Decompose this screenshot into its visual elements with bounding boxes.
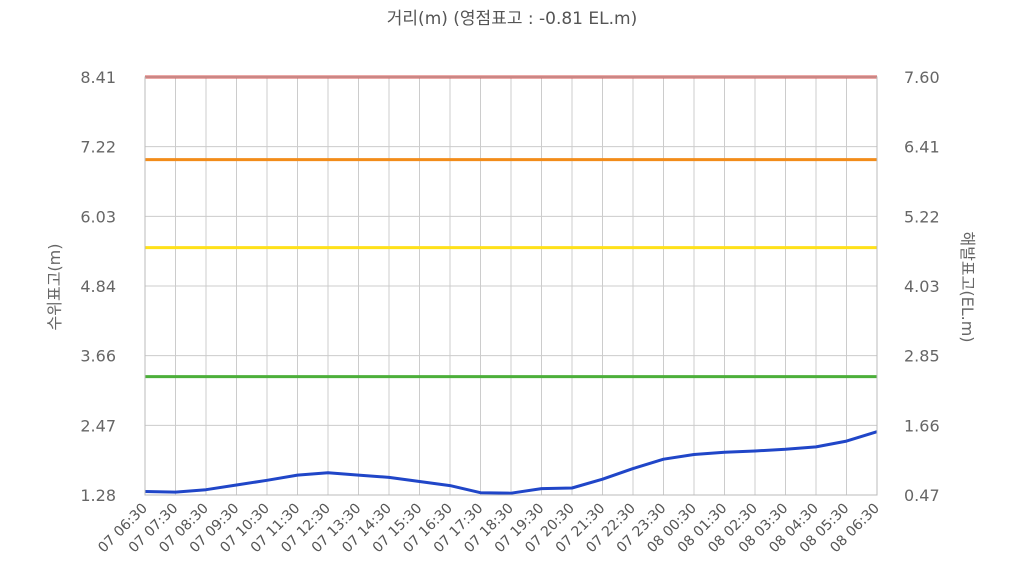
y-tick-label-right: 7.60 — [904, 68, 940, 87]
y-tick-label-left: 6.03 — [80, 207, 116, 226]
y-tick-label-right: 4.03 — [904, 277, 940, 296]
series-line-water-level — [144, 430, 878, 495]
y-tick-label-left: 2.47 — [80, 416, 116, 435]
y-tick-label-right: 2.85 — [904, 347, 940, 366]
y-tick-label-right: 5.22 — [904, 207, 940, 226]
y-axis-label-right: 해발표고(EL.m) — [958, 231, 977, 342]
y-tick-label-left: 1.28 — [80, 486, 116, 505]
grid — [144, 76, 878, 496]
y-tick-label-right: 6.41 — [904, 138, 940, 157]
y-tick-label-left: 3.66 — [80, 347, 116, 366]
left-axis-ticks: 8.41 7.22 6.03 4.84 3.66 2.47 1.28 — [80, 68, 116, 505]
y-tick-label-left: 8.41 — [80, 68, 116, 87]
series-layer — [144, 430, 878, 495]
y-tick-label-right: 0.47 — [904, 486, 940, 505]
y-axis-label-left: 수위표고(m) — [45, 244, 64, 331]
plot-frame — [144, 76, 878, 496]
y-tick-label-left: 4.84 — [80, 277, 116, 296]
chart-title: 거리(m) (영점표고 : -0.81 EL.m) — [387, 9, 637, 29]
right-axis-ticks: 7.60 6.41 5.22 4.03 2.85 1.66 0.47 — [904, 68, 940, 505]
y-tick-label-right: 1.66 — [904, 416, 940, 435]
y-tick-label-left: 7.22 — [80, 138, 116, 157]
